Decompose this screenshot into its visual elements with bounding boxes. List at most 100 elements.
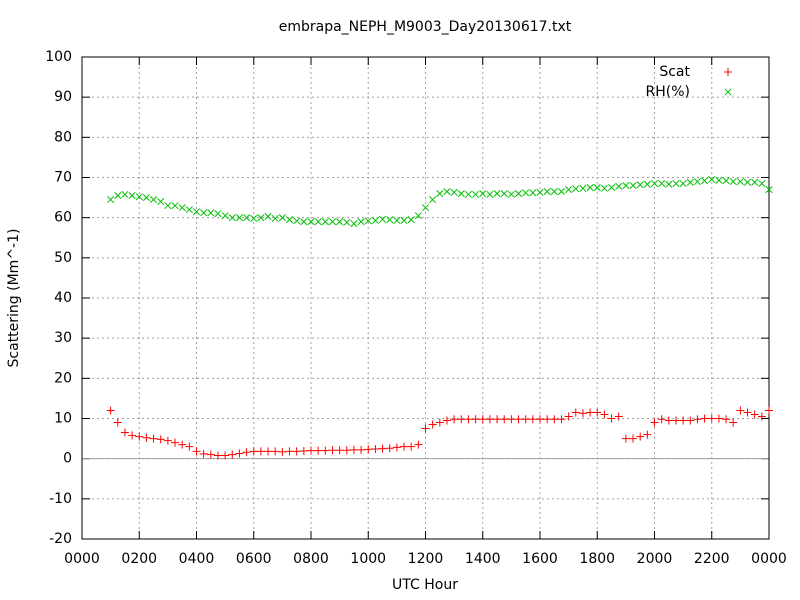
point	[500, 415, 509, 424]
point	[107, 196, 115, 204]
point	[500, 190, 508, 198]
point	[450, 188, 458, 196]
point	[457, 190, 465, 198]
point	[386, 216, 394, 224]
x-tick-label: 0200	[121, 551, 157, 567]
point	[650, 418, 659, 427]
point	[120, 428, 129, 437]
x-tick-label: 0800	[293, 551, 329, 567]
point	[421, 424, 430, 433]
point	[686, 178, 694, 186]
point	[192, 447, 201, 456]
point	[479, 190, 487, 198]
point	[586, 183, 594, 192]
point	[400, 442, 409, 451]
point	[636, 432, 645, 441]
point	[185, 442, 194, 451]
point	[285, 447, 294, 456]
point	[436, 190, 444, 198]
point	[178, 440, 187, 449]
point	[328, 218, 337, 226]
point	[285, 216, 294, 224]
point	[593, 183, 601, 192]
point	[743, 178, 752, 186]
point	[450, 415, 459, 424]
y-tick-label: -10	[49, 491, 72, 507]
point	[729, 177, 737, 186]
point	[550, 415, 559, 424]
point	[679, 179, 687, 188]
legend-marker	[724, 68, 732, 76]
point	[307, 446, 315, 455]
point	[171, 438, 180, 447]
point	[522, 189, 530, 197]
chart-title: embrapa_NEPH_M9003_Day20130617.txt	[279, 19, 572, 35]
point	[156, 435, 165, 444]
point	[421, 204, 430, 212]
point	[135, 432, 144, 441]
point	[485, 415, 494, 424]
point	[686, 416, 695, 425]
x-tick-label: 1800	[579, 551, 615, 567]
point	[486, 190, 494, 198]
point	[679, 416, 688, 425]
point	[379, 215, 387, 223]
point	[292, 447, 301, 456]
legend-label: Scat	[659, 64, 690, 80]
x-tick-label: 0000	[64, 551, 100, 567]
point	[221, 451, 230, 460]
point	[757, 412, 766, 421]
point	[328, 446, 337, 455]
point	[657, 415, 666, 424]
y-tick-label: 40	[54, 290, 72, 306]
point	[579, 184, 587, 192]
point	[314, 446, 323, 455]
point	[650, 179, 659, 188]
point	[428, 420, 437, 429]
point	[629, 434, 638, 443]
point	[207, 209, 215, 217]
point	[736, 406, 745, 415]
point	[336, 218, 344, 226]
point	[321, 446, 330, 455]
point	[429, 196, 437, 204]
point	[442, 416, 451, 425]
point	[736, 177, 744, 186]
point	[128, 192, 136, 200]
point	[364, 445, 373, 454]
point	[715, 176, 723, 184]
point	[464, 415, 473, 424]
x-tick-label: 1200	[408, 551, 444, 567]
point	[343, 218, 351, 227]
point	[243, 214, 251, 222]
x-axis-label: UTC Hour	[392, 577, 458, 593]
point	[192, 208, 201, 216]
point	[565, 185, 573, 194]
point	[536, 415, 544, 424]
point	[593, 408, 602, 417]
point	[729, 418, 738, 427]
point	[114, 192, 122, 200]
x-tick-label: 0000	[751, 551, 787, 567]
point	[257, 214, 265, 222]
point	[200, 209, 208, 217]
point	[121, 190, 129, 198]
y-tick-label: 20	[54, 370, 72, 386]
point	[164, 202, 172, 210]
point	[150, 196, 158, 204]
point	[607, 414, 616, 423]
point	[106, 406, 115, 415]
x-tick-label: 2000	[637, 551, 673, 567]
x-tick-label: 1600	[522, 551, 558, 567]
point	[242, 448, 251, 457]
point	[392, 443, 401, 452]
x-tick-label: 1400	[465, 551, 501, 567]
point	[714, 414, 723, 423]
legend-marker	[724, 88, 732, 96]
point	[557, 415, 566, 424]
point	[171, 202, 179, 210]
point	[128, 431, 137, 440]
point	[514, 415, 523, 424]
series	[107, 175, 773, 228]
